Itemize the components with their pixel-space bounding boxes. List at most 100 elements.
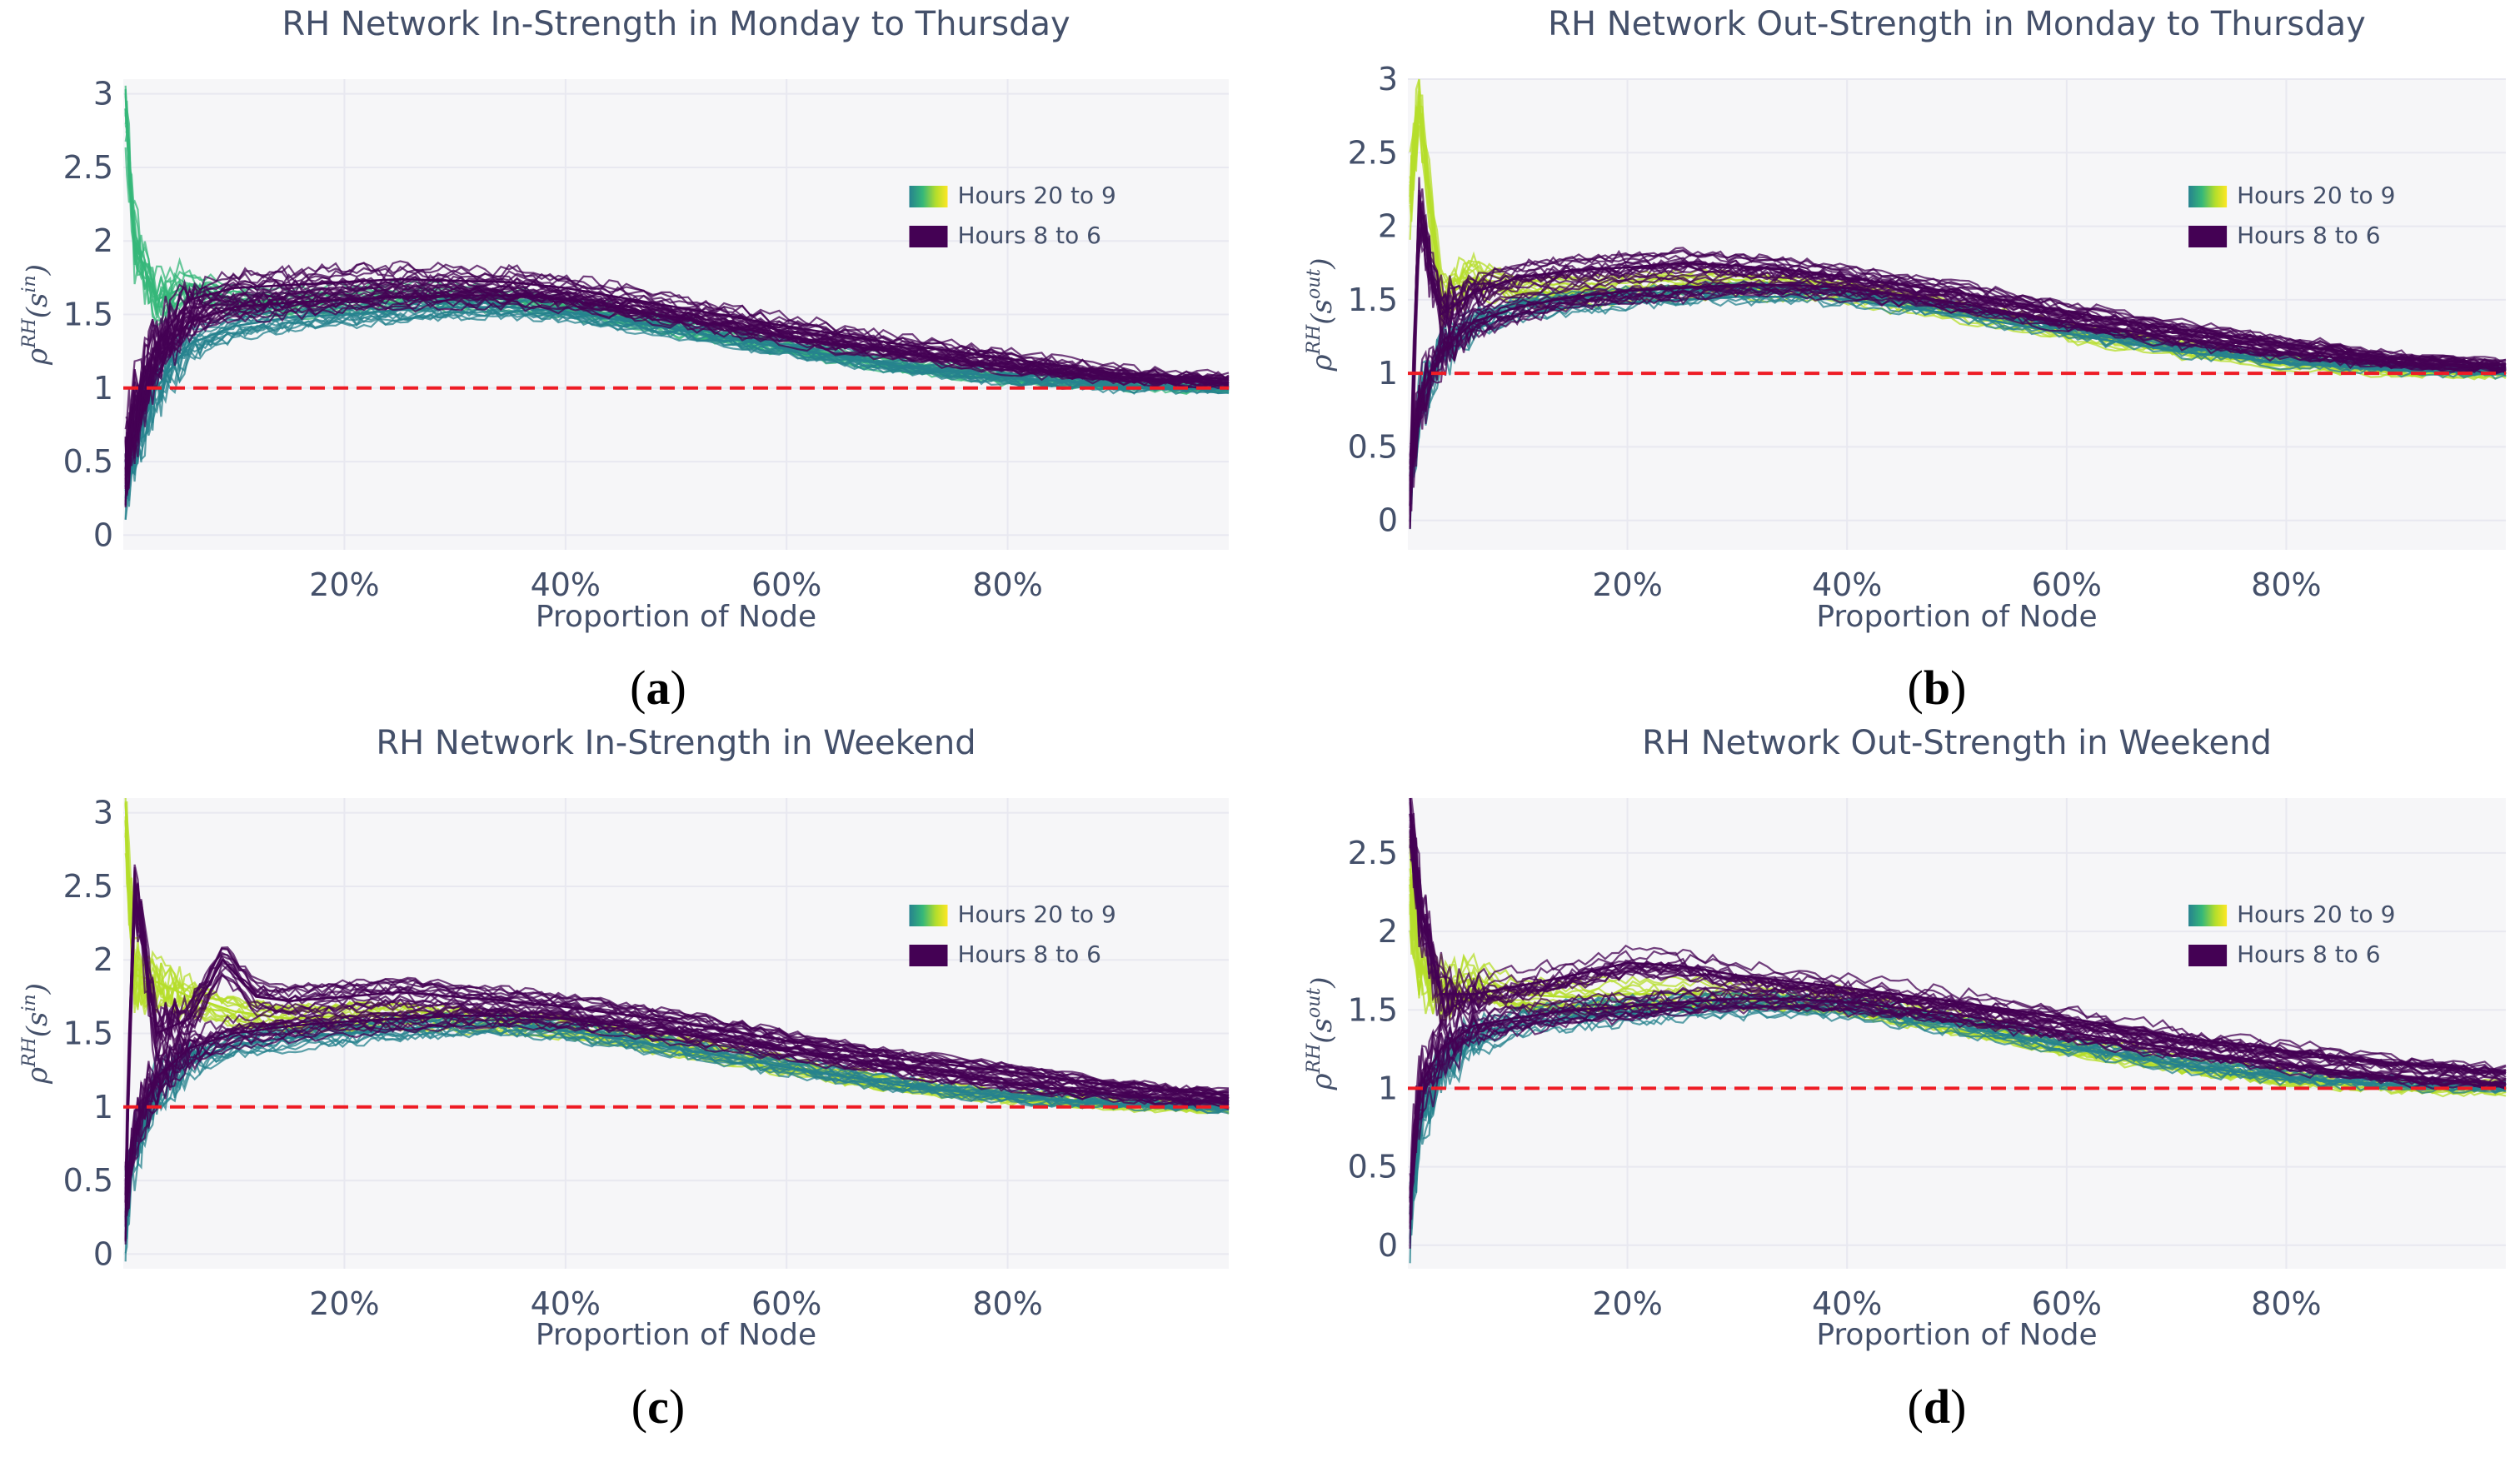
panel-label: (a) (630, 661, 686, 715)
series-line-hours-8-to-6 (124, 1020, 1230, 1242)
chart-panel-c: 20% 40% 60% 80% 0 0.5 1 1.5 2 2.5 3 RH Network In-S… (19, 724, 1230, 1434)
series-line (1409, 997, 2507, 1199)
series-line (1409, 283, 2507, 477)
series-line (1409, 211, 2507, 506)
x-axis-label: Proportion of Node (536, 600, 816, 634)
y-tick-label: 2.5 (63, 149, 113, 186)
legend-swatch-dark (909, 226, 948, 247)
legend-swatch-gradient (909, 186, 948, 207)
line-traces (124, 85, 1230, 520)
legend-swatch-dark (2188, 226, 2228, 247)
legend-swatch-gradient (909, 905, 948, 926)
legend: Hours 20 to 9 Hours 8 to 6 (909, 182, 1116, 249)
y-axis-label: ρRH(sin) (19, 264, 54, 366)
series-line-hours-8-to-6 (124, 284, 1230, 491)
x-tick-label: 20% (1592, 566, 1662, 603)
panel-label: (c) (631, 1380, 685, 1434)
series-line-hours-8-to-6 (1409, 1002, 2507, 1190)
y-tick-label: 3 (93, 76, 113, 112)
x-tick-label: 80% (972, 566, 1042, 603)
panel-label: (d) (1908, 1380, 1967, 1434)
y-tick-label: 1 (93, 370, 113, 407)
legend-swatch-gradient (2188, 186, 2228, 207)
y-tick-label: 2.5 (63, 868, 113, 905)
series-line-hours-8-to-6 (1409, 226, 2507, 505)
y-tick-label: 1 (1378, 355, 1398, 392)
x-axis-label: Proportion of Node (1816, 600, 2097, 634)
series-line-hours-8-to-6 (124, 288, 1230, 495)
chart-title: RH Network In-Strength in Weekend (376, 724, 976, 762)
y-tick-label: 0.5 (1348, 1149, 1398, 1185)
series-line-hours-8-to-6 (1409, 287, 2507, 490)
legend-swatch-gradient (2188, 905, 2228, 926)
series-line-hours-8-to-6 (1409, 200, 2507, 511)
series-line (1409, 813, 2507, 1074)
y-tick-label: 1 (1378, 1070, 1398, 1106)
y-tick-label: 1.5 (63, 297, 113, 333)
series-line-hours-8-to-6 (1409, 212, 2507, 512)
legend: Hours 20 to 9 Hours 8 to 6 (2188, 182, 2395, 249)
x-tick-label: 80% (2251, 1285, 2321, 1322)
legend: Hours 20 to 9 Hours 8 to 6 (909, 901, 1116, 968)
legend-entry: Hours 20 to 9 (2237, 901, 2395, 928)
x-tick-label: 20% (309, 566, 379, 603)
series-line-hours-8-to-6 (125, 262, 1230, 432)
y-tick-label: 0 (1378, 1227, 1398, 1264)
legend-entry: Hours 20 to 9 (957, 901, 1115, 928)
series-line-hours-8-to-6 (124, 1024, 1230, 1217)
series-line (124, 277, 1230, 462)
series-line-hours-8-to-6 (1409, 999, 2507, 1220)
legend-entry: Hours 8 to 6 (2237, 941, 2380, 968)
series-line-hours-8-to-6 (124, 272, 1230, 477)
chart-title: RH Network In-Strength in Monday to Thur… (282, 5, 1070, 43)
y-tick-label: 0 (93, 1235, 113, 1272)
x-tick-label: 80% (972, 1285, 1042, 1322)
series-line-hours-20-to-9 (124, 312, 1230, 499)
y-tick-label: 0 (1378, 502, 1398, 539)
series-line-hours-8-to-6 (124, 866, 1230, 1177)
y-axis-label: ρRH(sout) (1304, 258, 1339, 372)
legend-entry: Hours 8 to 6 (957, 941, 1100, 968)
series-line-hours-8-to-6 (124, 907, 1230, 1193)
y-tick-label: 0.5 (63, 1162, 113, 1199)
y-tick-label: 0.5 (63, 443, 113, 480)
chart-panel-d: 20% 40% 60% 80% 0 0.5 1 1.5 2 2.5 RH Network Out-S… (1304, 724, 2507, 1434)
y-tick-label: 3 (93, 795, 113, 831)
x-tick-label: 40% (1812, 566, 1882, 603)
y-tick-label: 2 (1378, 208, 1398, 245)
y-tick-label: 1.5 (1348, 991, 1398, 1028)
x-axis-label: Proportion of Node (536, 1318, 816, 1352)
series-line-hours-8-to-6 (1410, 852, 2507, 1079)
legend-entry: Hours 8 to 6 (957, 222, 1100, 249)
line-traces (1409, 78, 2507, 530)
y-tick-label: 3 (1378, 61, 1398, 97)
x-tick-label: 40% (1812, 1285, 1882, 1322)
legend-swatch-dark (2188, 945, 2228, 966)
chart-title: RH Network Out-Strength in Weekend (1642, 724, 2272, 762)
series-line-hours-8-to-6 (1409, 285, 2507, 498)
y-tick-label: 2 (93, 222, 113, 259)
line-traces (124, 797, 1230, 1262)
x-tick-label: 60% (2032, 1285, 2102, 1322)
y-tick-label: 2 (1378, 913, 1398, 950)
series-line (124, 306, 1230, 491)
series-line-hours-20-to-9 (1409, 1010, 2507, 1236)
series-line-hours-8-to-6 (124, 884, 1230, 1240)
y-axis-label: ρRH(sin) (19, 983, 54, 1085)
y-tick-label: 0 (93, 516, 113, 553)
legend: Hours 20 to 9 Hours 8 to 6 (2188, 901, 2395, 968)
series-line (124, 1015, 1230, 1203)
x-tick-label: 80% (2251, 566, 2321, 603)
chart-title: RH Network Out-Strength in Monday to Thu… (1548, 5, 2366, 43)
series-line-hours-8-to-6 (1409, 797, 2507, 1072)
chart-panel-b: 20% 40% 60% 80% 0 0.5 1 1.5 2 2.5 3 RH Network Out-… (1304, 5, 2507, 715)
x-tick-label: 40% (531, 566, 601, 603)
y-tick-label: 1.5 (63, 1015, 113, 1052)
y-tick-label: 2.5 (1348, 835, 1398, 871)
series-line-hours-8-to-6 (1409, 210, 2507, 507)
x-tick-label: 20% (1592, 1285, 1662, 1322)
legend-entry: Hours 8 to 6 (2237, 222, 2380, 249)
panel-label: (b) (1908, 661, 1967, 715)
series-line-hours-8-to-6 (1409, 797, 2507, 1075)
